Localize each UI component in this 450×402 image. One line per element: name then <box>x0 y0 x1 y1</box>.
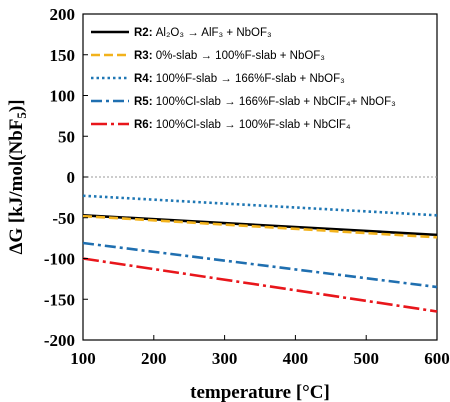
y-tick-label: 0 <box>67 168 76 187</box>
x-tick-label: 500 <box>353 349 379 368</box>
x-tick-label: 300 <box>212 349 238 368</box>
series-layer <box>82 194 438 313</box>
legend-label-r2: R2: Al₂O₃ → AlF₃ + NbOF₃ <box>134 27 272 39</box>
x-tick-label: 400 <box>283 349 309 368</box>
y-tick-label: -200 <box>44 331 75 350</box>
series-line-r4 <box>82 194 438 217</box>
y-tick-label: 50 <box>58 127 75 146</box>
series-line-r6 <box>82 257 438 313</box>
x-tick-label: 200 <box>141 349 167 368</box>
legend-label-r4: R4: 100%F-slab → 166%F-slab + NbOF₃ <box>134 73 345 85</box>
y-tick-label: 200 <box>50 5 76 24</box>
y-tick-label: -150 <box>44 290 75 309</box>
y-tick-label: -100 <box>44 250 75 269</box>
y-axis-title: ΔG [kJ/mol(NbF5)] <box>6 99 29 254</box>
x-tick-label: 600 <box>424 349 450 368</box>
legend-label-r5: R5: 100%Cl-slab → 166%F-slab + NbClF₄+ N… <box>134 96 396 108</box>
y-tick-label: -50 <box>52 209 75 228</box>
y-tick-label: 150 <box>50 46 76 65</box>
y-tick-label: 100 <box>50 87 76 106</box>
x-tick-label: 100 <box>70 349 96 368</box>
legend: R2: Al₂O₃ → AlF₃ + NbOF₃ R3: 0%-slab → 10… <box>91 27 396 131</box>
x-axis-title: temperature [°C] <box>190 382 330 402</box>
y-axis-ticks: -200 -150 -100 -50 0 50 100 150 200 <box>44 5 88 350</box>
series-line-r3 <box>82 214 438 239</box>
series-line-r5 <box>82 241 438 289</box>
legend-label-r3: R3: 0%-slab → 100%F-slab + NbOF₃ <box>134 50 325 62</box>
x-axis-ticks: 100 200 300 400 500 600 <box>70 335 450 368</box>
plot-area: R2: Al₂O₃ → AlF₃ + NbOF₃ R3: 0%-slab → 10… <box>82 13 438 341</box>
legend-label-r6: R6: 100%Cl-slab → 100%F-slab + NbClF₄ <box>134 119 351 131</box>
